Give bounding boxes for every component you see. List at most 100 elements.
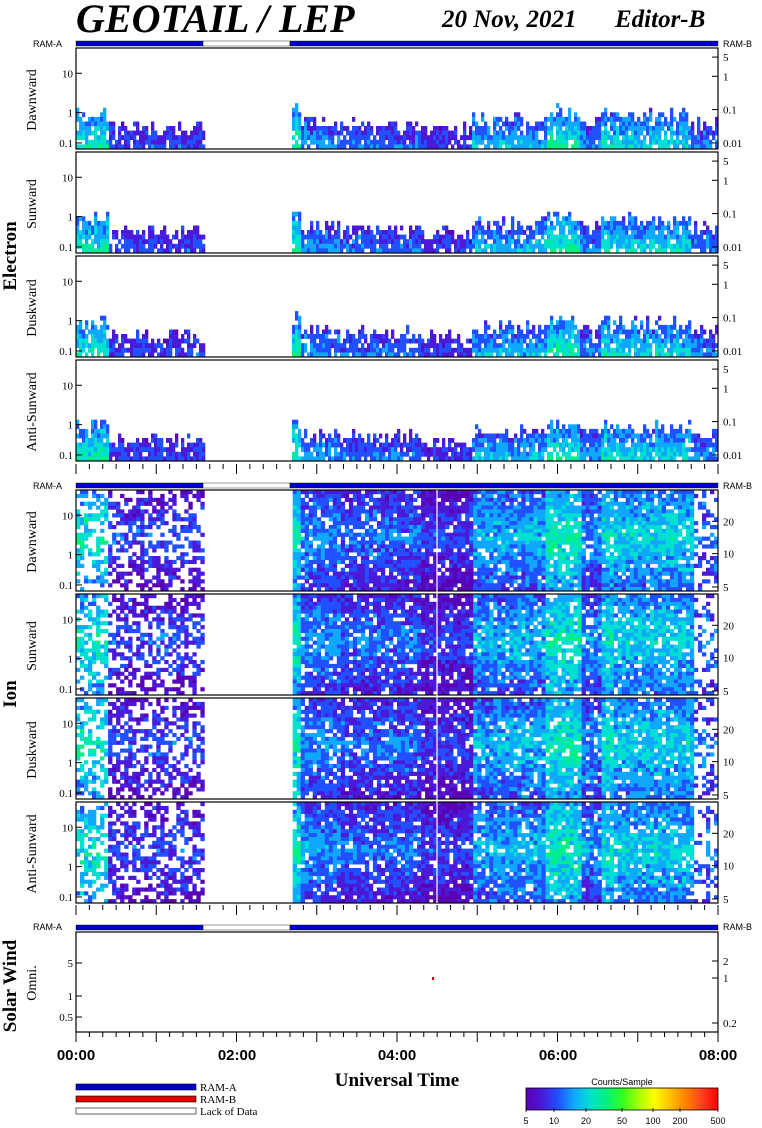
heat-cell xyxy=(144,567,149,572)
heat-cell xyxy=(388,451,392,457)
heat-cell xyxy=(544,216,548,222)
heat-cell xyxy=(164,563,169,568)
heat-cell xyxy=(181,352,185,358)
heat-cell xyxy=(100,338,104,344)
heat-cell xyxy=(322,433,326,439)
heat-cell xyxy=(106,243,110,249)
heat-cell xyxy=(132,509,137,514)
heat-cell xyxy=(370,338,374,344)
heat-cell xyxy=(421,451,425,457)
heat-cell xyxy=(163,139,167,145)
heat-cell xyxy=(589,126,593,131)
heat-cell xyxy=(502,451,506,457)
heat-cell xyxy=(715,329,719,335)
heat-cell xyxy=(148,497,153,502)
heat-cell xyxy=(304,451,308,457)
heat-cell xyxy=(571,329,575,335)
heat-cell xyxy=(550,347,554,353)
heat-cell xyxy=(517,329,521,335)
heat-cell xyxy=(391,456,395,462)
heat-cell xyxy=(559,447,563,453)
heat-cell xyxy=(370,352,374,358)
heat-cell xyxy=(344,579,350,584)
heat-cell xyxy=(631,243,635,249)
heat-cell xyxy=(320,513,326,518)
heat-cell xyxy=(685,135,689,141)
heat-cell xyxy=(484,324,488,330)
heat-cell xyxy=(397,130,401,136)
heat-cell xyxy=(292,493,298,499)
heat-cell xyxy=(136,490,141,495)
heat-cell xyxy=(709,144,713,150)
heat-cell xyxy=(136,438,140,443)
heat-cell xyxy=(448,234,452,240)
heat-cell xyxy=(394,239,398,245)
heat-cell xyxy=(292,544,298,549)
heat-cell xyxy=(556,211,560,217)
heat-cell xyxy=(478,428,482,434)
heat-cell xyxy=(538,433,542,439)
heat-cell xyxy=(148,139,152,145)
heat-cell xyxy=(295,324,299,330)
heat-cell xyxy=(187,456,191,462)
heat-cell xyxy=(418,144,422,150)
heat-cell xyxy=(568,352,572,358)
heat-cell xyxy=(316,493,322,499)
heat-cell xyxy=(715,343,719,349)
heat-cell xyxy=(108,490,113,495)
heat-cell xyxy=(595,447,599,453)
heat-cell xyxy=(94,239,98,245)
heat-cell xyxy=(172,329,176,335)
heat-cell xyxy=(120,544,125,549)
heat-cell xyxy=(292,528,298,533)
heat-cell xyxy=(622,352,626,358)
heat-cell xyxy=(316,447,320,453)
heat-cell xyxy=(91,130,95,136)
heat-cell xyxy=(523,456,527,462)
heat-cell xyxy=(376,501,382,506)
heat-cell xyxy=(604,433,608,439)
heat-cell xyxy=(679,433,683,439)
heat-cell xyxy=(187,338,191,344)
heat-cell xyxy=(556,144,560,150)
heat-cell xyxy=(427,243,431,249)
heat-cell xyxy=(79,451,83,457)
heat-cell xyxy=(625,135,629,141)
heat-cell xyxy=(673,334,677,339)
heat-cell xyxy=(616,248,620,254)
heat-cell xyxy=(634,126,638,131)
heat-cell xyxy=(296,509,302,514)
heat-cell xyxy=(568,130,572,136)
heat-cell xyxy=(160,583,165,588)
heat-cell xyxy=(442,126,446,131)
heat-cell xyxy=(112,126,116,131)
heat-cell xyxy=(559,347,563,353)
heat-cell xyxy=(505,451,509,457)
heat-cell xyxy=(538,248,542,254)
heat-cell xyxy=(688,438,692,443)
heat-cell xyxy=(631,324,635,330)
heat-cell xyxy=(649,130,653,136)
heat-cell xyxy=(112,230,116,235)
heat-cell xyxy=(628,211,632,217)
heat-cell xyxy=(308,521,314,526)
heat-cell xyxy=(655,334,659,339)
y-tick-label-left: 0.1 xyxy=(59,242,73,254)
heat-cell xyxy=(433,144,437,150)
heat-cell xyxy=(103,139,107,145)
heat-cell xyxy=(508,239,512,245)
heat-cell xyxy=(697,343,701,349)
heat-cell xyxy=(352,583,358,588)
heat-cell xyxy=(610,352,614,358)
heat-cell xyxy=(346,451,350,457)
heat-cell xyxy=(490,438,494,443)
heat-cell xyxy=(628,139,632,145)
heat-cell xyxy=(130,130,134,136)
heat-cell xyxy=(112,442,116,448)
heat-cell xyxy=(292,239,296,245)
heat-cell xyxy=(679,324,683,330)
heat-cell xyxy=(188,525,193,530)
heat-cell xyxy=(421,347,425,353)
heat-cell xyxy=(601,338,605,344)
heat-cell xyxy=(484,121,488,127)
